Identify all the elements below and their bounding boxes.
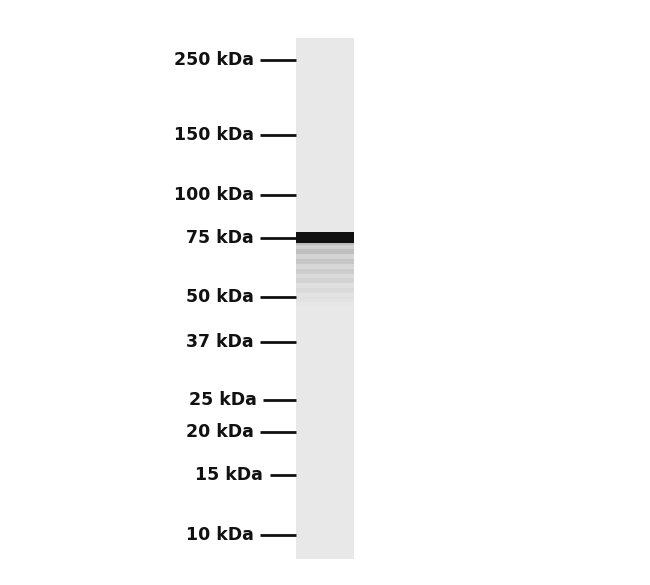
Bar [296,266,354,267]
Bar [296,285,354,286]
Bar [296,305,354,307]
Bar [296,240,354,242]
Bar [296,260,354,262]
Bar [296,250,354,252]
Bar [296,258,354,260]
Bar [296,292,354,294]
Text: 75 kDa: 75 kDa [186,229,254,246]
Text: 100 kDa: 100 kDa [174,186,254,204]
Bar [296,243,354,245]
Bar [296,232,354,243]
Bar [296,239,354,240]
Bar [296,256,354,257]
Bar [296,262,354,264]
Bar [296,295,354,297]
Bar [296,280,354,282]
Bar [296,253,354,255]
Bar [296,289,354,291]
Bar [296,277,354,278]
Bar [296,246,354,247]
Bar [296,274,354,275]
Bar [296,291,354,293]
Bar [296,247,354,249]
Bar [296,38,354,559]
Bar [296,304,354,305]
Bar [296,299,354,301]
Bar [296,249,354,250]
Bar [296,261,354,263]
Bar [296,267,354,269]
Text: 50 kDa: 50 kDa [186,288,254,307]
Bar [296,302,354,304]
Bar [296,284,354,285]
Bar [296,241,354,243]
Bar [296,301,354,303]
Bar [296,274,354,276]
Text: 10 kDa: 10 kDa [186,526,254,543]
Bar [296,257,354,259]
Bar [296,279,354,281]
Bar [296,270,354,272]
Bar [296,276,354,277]
Bar [296,290,354,292]
Bar [296,287,354,288]
Text: 25 kDa: 25 kDa [189,391,257,408]
Bar [296,242,354,244]
Text: 250 kDa: 250 kDa [174,51,254,69]
Bar [296,296,354,298]
Bar [296,264,354,266]
Bar [296,271,354,273]
Bar [296,254,354,256]
Bar [296,281,354,283]
Text: 15 kDa: 15 kDa [196,466,263,484]
Bar [296,297,354,298]
Bar [296,251,354,253]
Bar [296,268,354,270]
Bar [296,300,354,302]
Bar [296,298,354,300]
Bar [296,288,354,290]
Bar [296,259,354,261]
Bar [296,273,354,274]
Bar [296,283,354,284]
Bar [296,248,354,250]
Text: 37 kDa: 37 kDa [186,333,254,351]
Text: 20 kDa: 20 kDa [186,424,254,442]
Bar [296,263,354,265]
Text: 150 kDa: 150 kDa [174,126,254,144]
Bar [296,269,354,271]
Bar [296,278,354,280]
Bar [296,294,354,295]
Bar [296,285,354,287]
Bar [296,252,354,254]
Bar [296,245,354,246]
